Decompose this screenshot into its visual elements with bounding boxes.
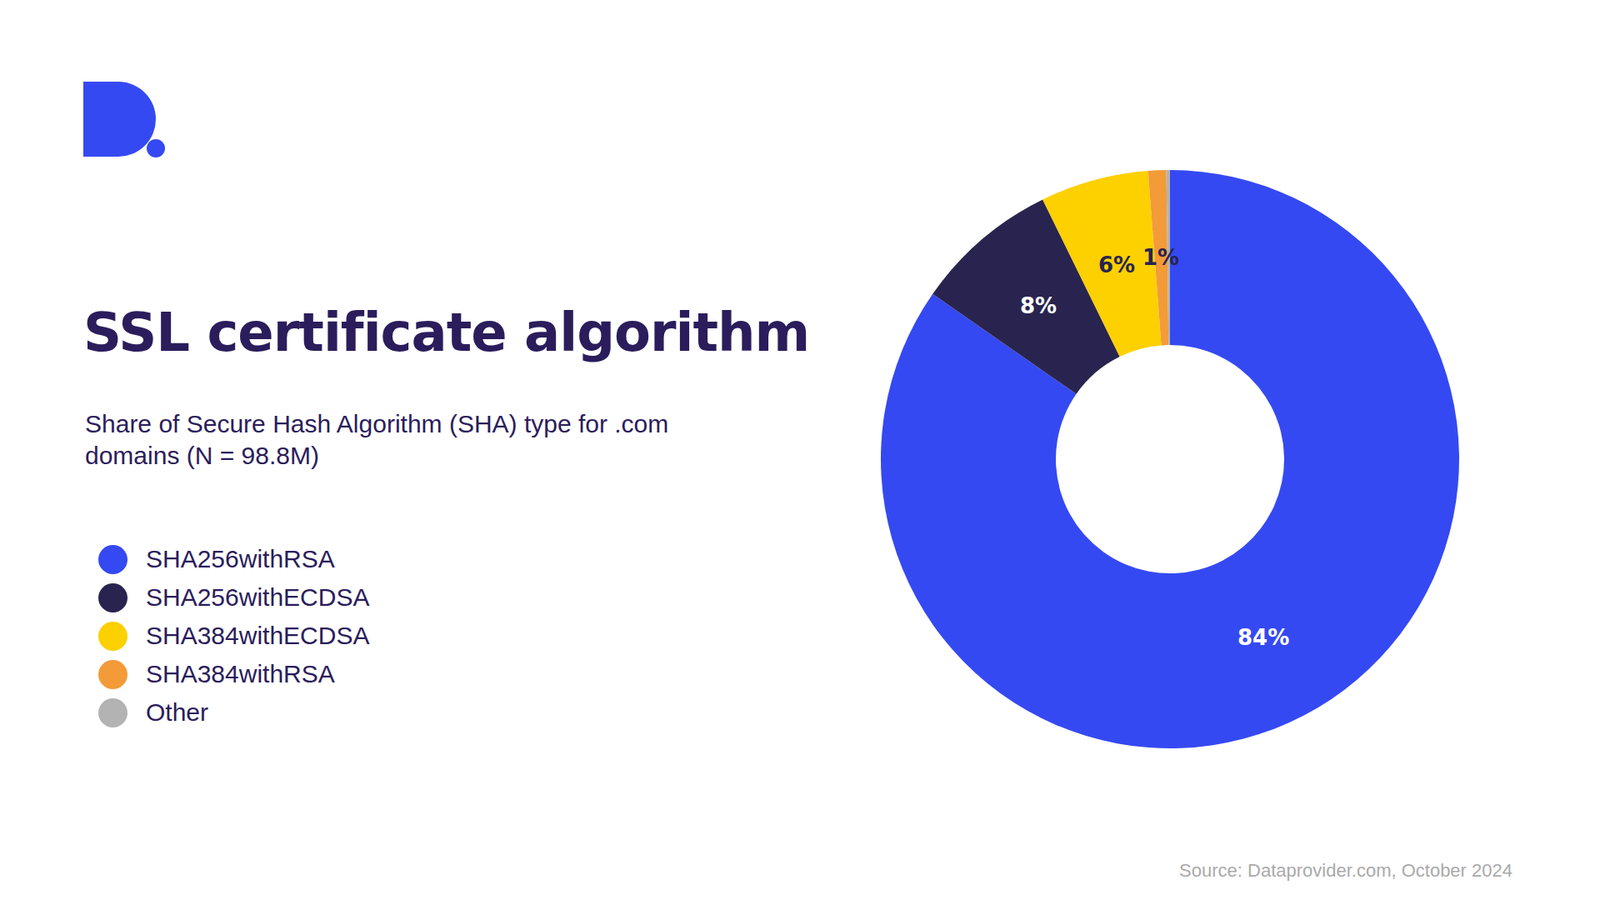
html-text:SSL certificate algorithm: SSL certificate algorithm bbox=[83, 301, 810, 364]
svg-text:84%: 84% bbox=[1237, 625, 1290, 650]
svg-text:8%: 8% bbox=[1020, 293, 1057, 319]
html-text:Source: Dataprovider.com, Octo: Source: Dataprovider.com, October 2024 bbox=[1179, 860, 1513, 881]
svg-text:6%: 6% bbox=[1098, 252, 1135, 278]
html-text:SHA256withECDSA: SHA256withECDSA bbox=[145, 583, 370, 611]
html-text:SHA384withECDSA: SHA384withECDSA bbox=[145, 621, 370, 650]
html-text:SHA256withRSA: SHA256withRSA bbox=[145, 545, 335, 573]
html-text:SHA384withRSA: SHA384withRSA bbox=[145, 660, 335, 688]
html-text:Share of Secure Hash Algorithm: Share of Secure Hash Algorithm (SHA) typ… bbox=[85, 410, 669, 470]
svg-text:1%: 1% bbox=[1142, 245, 1180, 270]
html-text:Other: Other bbox=[145, 698, 209, 726]
